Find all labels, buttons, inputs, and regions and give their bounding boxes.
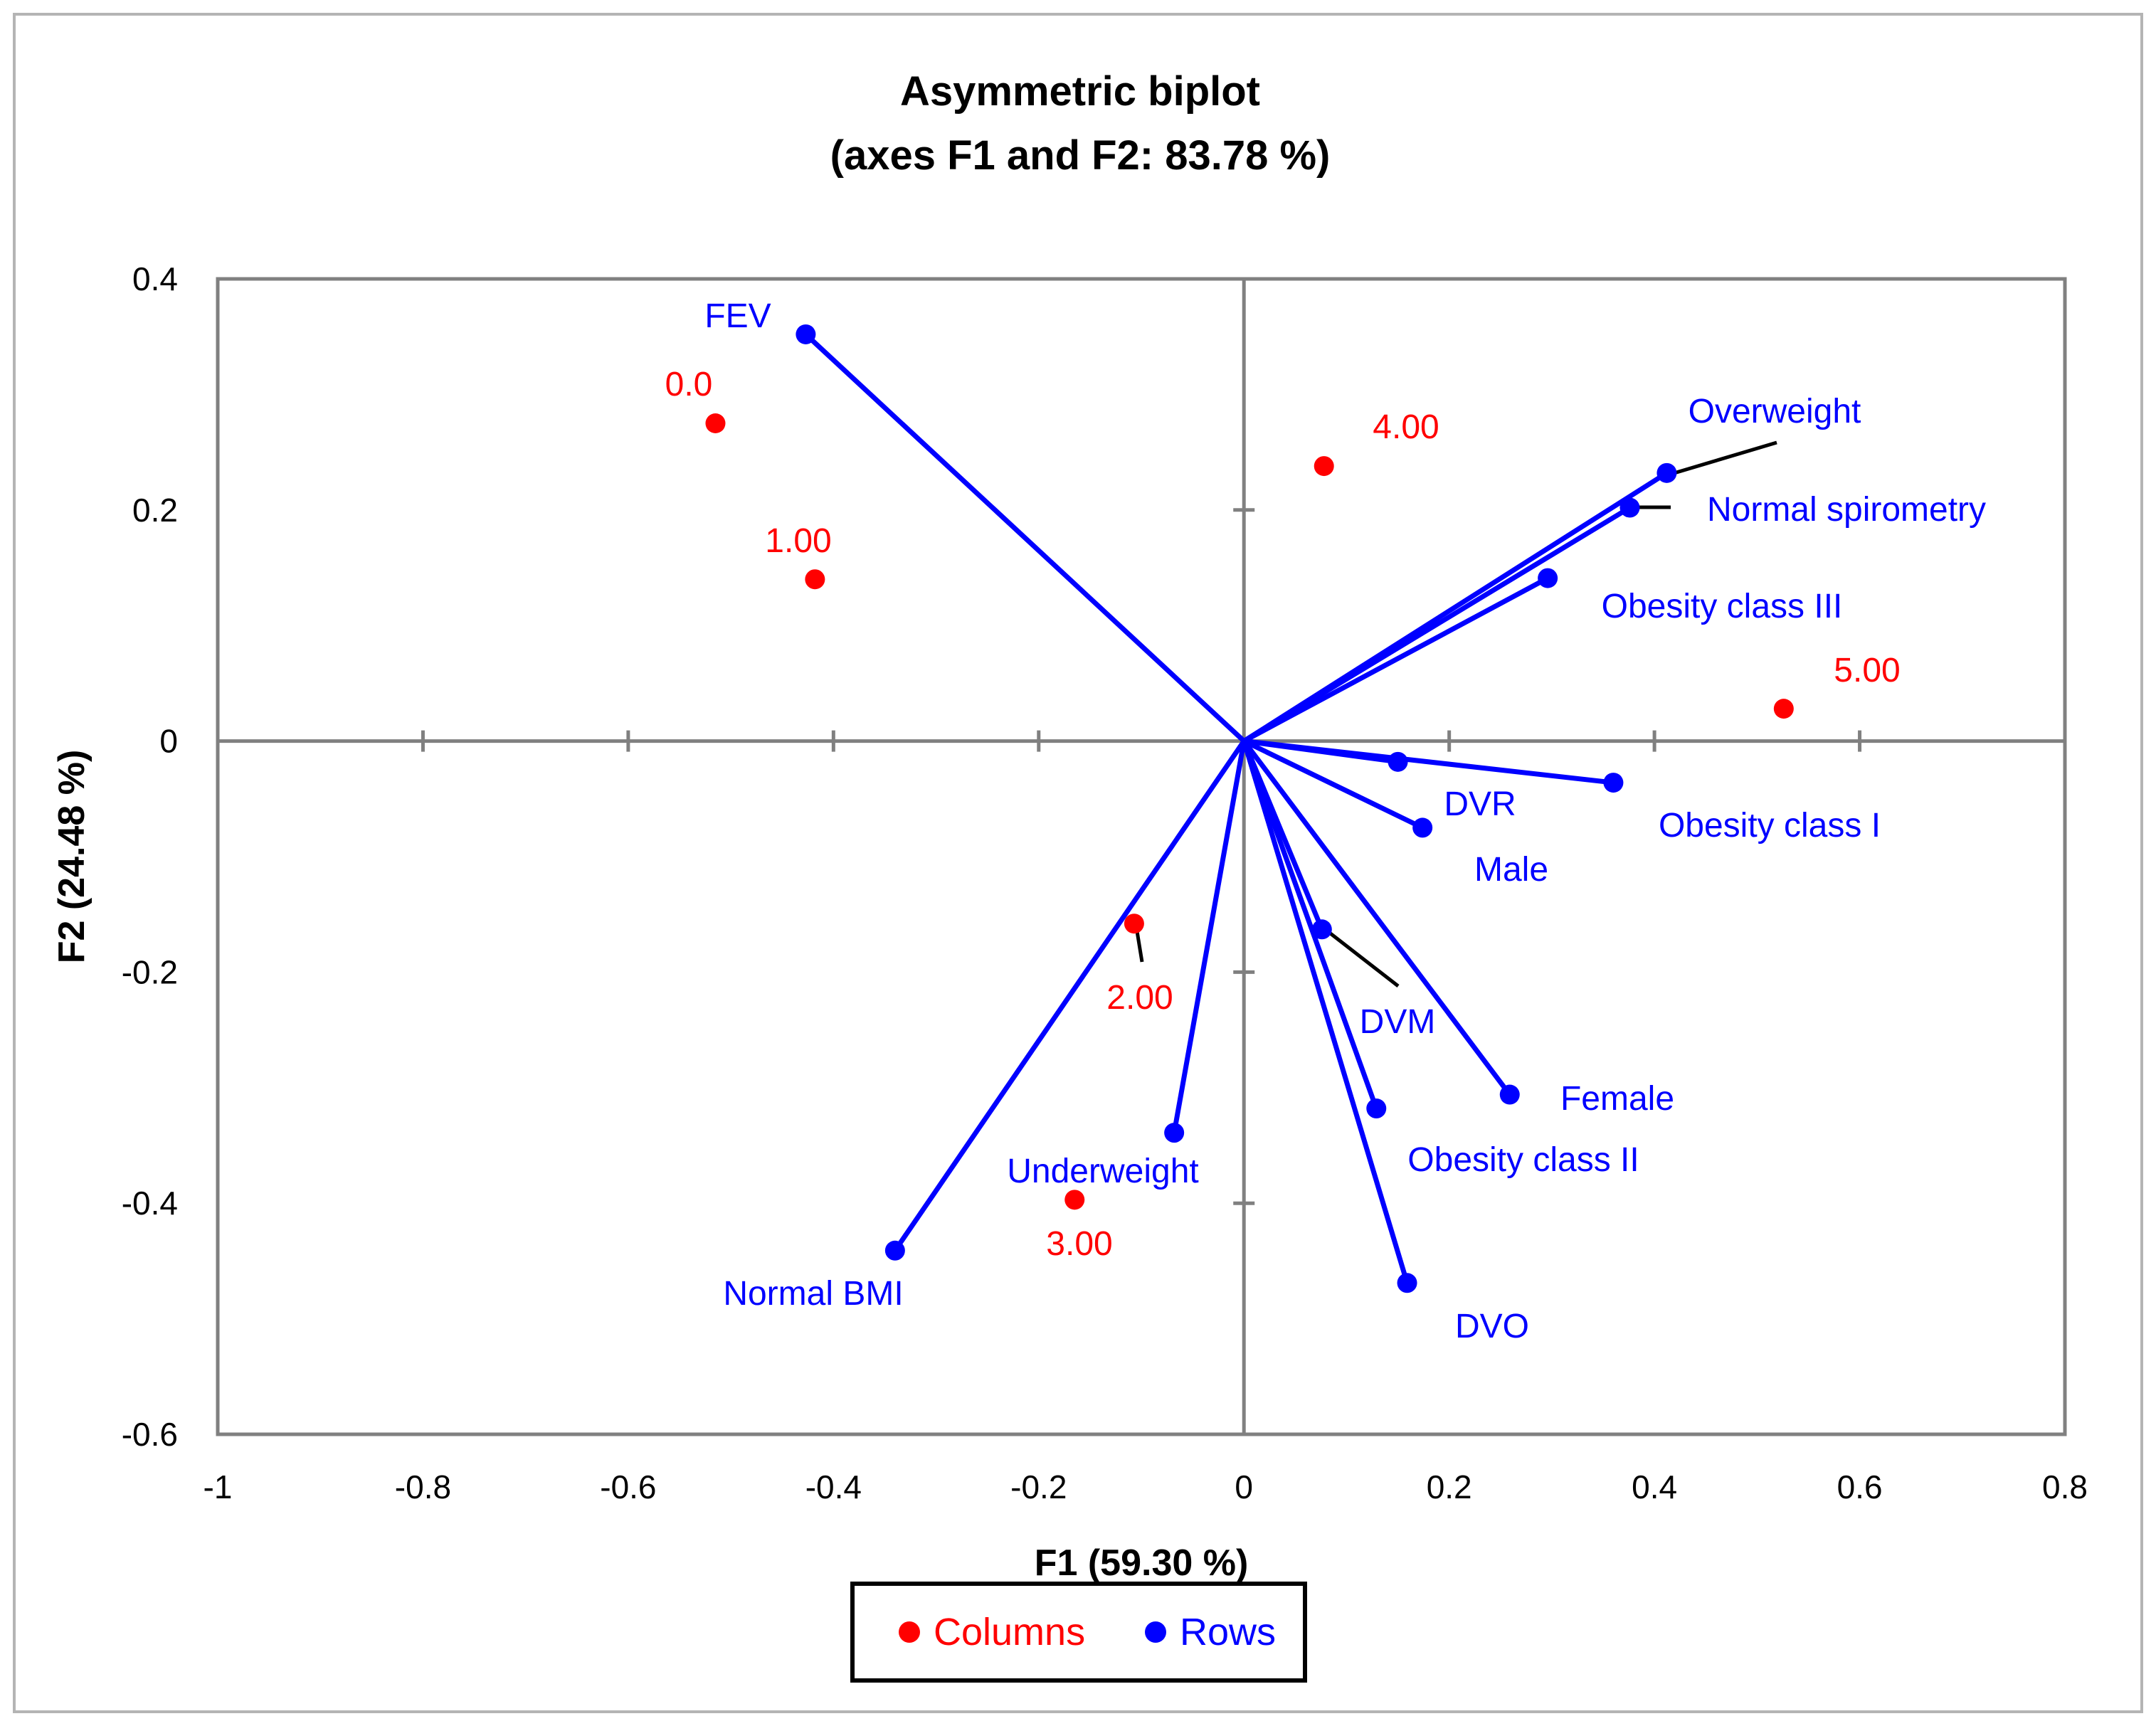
legend-label-columns: Columns bbox=[934, 1611, 1085, 1653]
row-point-normal-spirometry bbox=[1619, 497, 1640, 518]
row-label-fev: FEV bbox=[704, 297, 771, 335]
row-point-overweight bbox=[1656, 462, 1677, 483]
y-axis-title: F2 (24.48 %) bbox=[51, 750, 93, 964]
row-vectors bbox=[804, 332, 1669, 1284]
y-tick-label: -0.2 bbox=[122, 953, 178, 990]
y-tick-label: -0.4 bbox=[122, 1185, 178, 1222]
column-label-4-00: 4.00 bbox=[1373, 408, 1439, 446]
x-tick-label: 0.2 bbox=[1427, 1468, 1472, 1505]
column-point-1-00 bbox=[805, 569, 825, 590]
plot-area bbox=[216, 277, 2067, 1436]
legend-label-rows: Rows bbox=[1180, 1611, 1276, 1653]
row-points bbox=[796, 324, 1677, 1293]
row-label-male: Male bbox=[1474, 851, 1548, 889]
row-point-fev bbox=[796, 324, 816, 344]
row-vector-normal-bmi bbox=[892, 739, 1247, 1252]
legend-marker-rows bbox=[1145, 1621, 1166, 1643]
y-axis-ticks: -0.6 -0.4 -0.2 0 0.2 0.4 bbox=[122, 260, 1255, 1453]
row-point-obesity-class-iii bbox=[1538, 568, 1558, 588]
x-tick-label: -0.8 bbox=[395, 1468, 451, 1505]
row-vector-obesity-class-ii bbox=[1241, 740, 1379, 1110]
row-label-dvr: DVR bbox=[1444, 785, 1516, 823]
y-tick-label: 0.2 bbox=[132, 492, 178, 529]
column-point-3-00 bbox=[1064, 1190, 1085, 1210]
row-vector-obesity-class-iii bbox=[1242, 576, 1549, 743]
x-tick-label: -0.6 bbox=[600, 1468, 656, 1505]
row-point-dvr bbox=[1388, 751, 1408, 772]
row-point-dvm bbox=[1311, 919, 1332, 940]
column-point-5-00 bbox=[1773, 699, 1794, 719]
column-label-1-00: 1.00 bbox=[765, 522, 831, 560]
row-vector-underweight bbox=[1171, 740, 1247, 1133]
row-point-dvo bbox=[1397, 1273, 1417, 1293]
x-tick-label: 0.6 bbox=[1837, 1468, 1883, 1505]
row-label-obesity-class-ii: Obesity class II bbox=[1407, 1141, 1639, 1179]
y-tick-label: 0.4 bbox=[132, 260, 178, 297]
point-labels: 0.0 1.00 2.00 3.00 4.00 5.00 FEV Overweight Norm… bbox=[665, 297, 1986, 1345]
column-point-4-00 bbox=[1314, 456, 1334, 477]
row-point-obesity-class-ii bbox=[1366, 1098, 1387, 1119]
row-label-underweight: Underweight bbox=[1007, 1153, 1198, 1190]
row-label-female: Female bbox=[1560, 1080, 1674, 1118]
column-label-2-00: 2.00 bbox=[1106, 979, 1173, 1017]
x-tick-label: -0.4 bbox=[805, 1468, 862, 1505]
row-point-female bbox=[1499, 1084, 1520, 1105]
y-tick-label: -0.6 bbox=[122, 1416, 178, 1453]
row-point-normal-bmi bbox=[884, 1240, 905, 1261]
x-tick-label: 0.4 bbox=[1632, 1468, 1677, 1505]
column-label-3-00: 3.00 bbox=[1046, 1225, 1112, 1263]
x-axis-title: F1 (59.30 %) bbox=[1035, 1542, 1249, 1584]
legend: Columns Rows bbox=[850, 1582, 1307, 1683]
column-label-0-0: 0.0 bbox=[665, 366, 713, 403]
row-vector-dvo bbox=[1241, 740, 1410, 1284]
row-label-dvo: DVO bbox=[1455, 1308, 1529, 1345]
x-tick-label: 0.8 bbox=[2042, 1468, 2088, 1505]
row-vector-obesity-class-i bbox=[1243, 738, 1614, 785]
row-label-normal-bmi: Normal BMI bbox=[723, 1275, 903, 1313]
leader-line-dvm bbox=[1323, 928, 1400, 988]
row-vector-fev bbox=[804, 332, 1246, 743]
x-tick-label: -1 bbox=[204, 1468, 233, 1505]
x-axis-ticks: -1 -0.8 -0.6 -0.4 -0.2 0 0.2 0.4 0.6 0.8 bbox=[204, 730, 2088, 1505]
y-tick-label: 0 bbox=[159, 723, 178, 760]
row-vector-normal-spirometry bbox=[1242, 505, 1632, 743]
row-point-male bbox=[1412, 817, 1433, 838]
leader-line-overweight bbox=[1669, 440, 1777, 477]
row-point-obesity-class-i bbox=[1603, 773, 1624, 793]
x-tick-label: 0 bbox=[1235, 1468, 1253, 1505]
column-points bbox=[705, 413, 1794, 1210]
legend-box bbox=[850, 1582, 1307, 1683]
row-vector-female bbox=[1242, 739, 1512, 1096]
chart-subtitle: (axes F1 and F2: 83.78 %) bbox=[830, 132, 1331, 179]
row-label-overweight: Overweight bbox=[1689, 393, 1861, 430]
row-label-obesity-class-iii: Obesity class III bbox=[1602, 588, 1843, 625]
column-point-0-0 bbox=[705, 413, 726, 433]
row-vector-male bbox=[1242, 738, 1424, 830]
row-label-dvm: DVM bbox=[1360, 1003, 1436, 1041]
column-point-2-00 bbox=[1124, 914, 1144, 934]
row-label-obesity-class-i: Obesity class I bbox=[1659, 807, 1881, 845]
row-label-normal-spirometry: Normal spirometry bbox=[1707, 491, 1986, 529]
x-tick-label: -0.2 bbox=[1010, 1468, 1067, 1505]
legend-marker-columns bbox=[899, 1621, 920, 1643]
row-point-underweight bbox=[1164, 1123, 1185, 1143]
column-label-5-00: 5.00 bbox=[1834, 652, 1900, 689]
chart-title: Asymmetric biplot bbox=[900, 68, 1260, 115]
